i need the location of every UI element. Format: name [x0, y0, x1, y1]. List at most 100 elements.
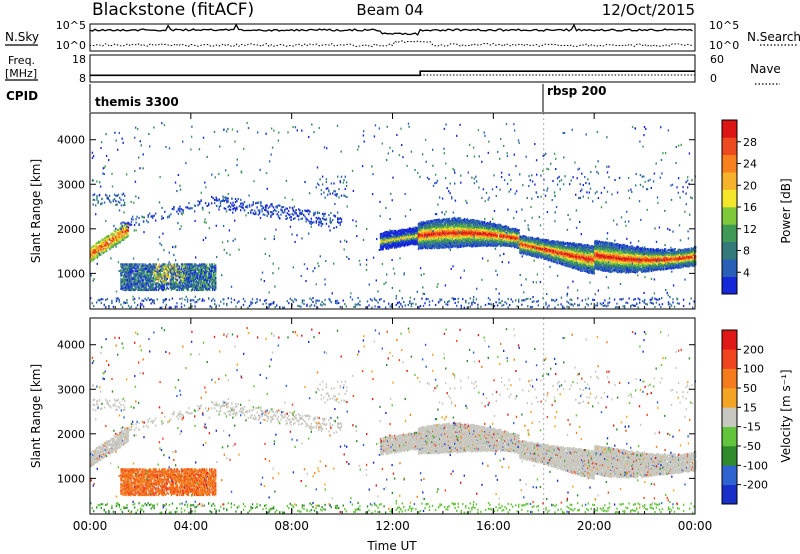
- power-cell-2479: [248, 212, 249, 214]
- power-cell-2904: [392, 230, 393, 232]
- power-cell-115: [101, 244, 102, 246]
- power-cell-2155: [335, 302, 336, 304]
- power-cell-2569: [289, 214, 290, 216]
- power-cell-173: [107, 235, 108, 237]
- power-cell-2124: [294, 298, 295, 300]
- power-cell-2083: [235, 306, 236, 308]
- power-cell-2510: [261, 210, 262, 212]
- power-cell-364: [127, 235, 128, 237]
- power-cell-865: [142, 279, 143, 281]
- power-cell-2020: [151, 302, 152, 304]
- power-cell-2461: [239, 205, 240, 207]
- power-cell-2369: [635, 298, 636, 300]
- power-cell-2075: [223, 303, 224, 305]
- power-cell-80: [98, 250, 99, 252]
- power-cell-2492: [254, 213, 255, 215]
- power-cell-2367: [633, 299, 634, 301]
- power-cell-2268: [495, 301, 496, 303]
- power-cell-2280: [509, 304, 510, 306]
- power-cell-2549: [278, 204, 279, 206]
- power-cell-2395: [668, 303, 669, 305]
- power-cell-412: [115, 195, 116, 197]
- power-cell-2102: [265, 299, 266, 301]
- power-cell-2389: [656, 302, 657, 304]
- power-cell-2638: [319, 221, 320, 223]
- power-cell-2227: [439, 300, 440, 302]
- power-cell-2455: [235, 207, 236, 209]
- power-cell-199: [110, 233, 111, 235]
- power-cell-2716: [346, 185, 347, 187]
- power-cell-399: [106, 195, 107, 197]
- power-cell-403: [109, 199, 110, 201]
- power-cell-2210: [412, 302, 413, 304]
- power-cell-1982: [107, 298, 108, 300]
- power-cell-2088: [244, 300, 245, 302]
- nave-tick-top: 60: [710, 53, 724, 66]
- power-cell-2662: [333, 227, 334, 229]
- power-cell-2225: [438, 301, 439, 303]
- power-cell-2233: [449, 300, 450, 302]
- power-cell-2486: [251, 209, 252, 211]
- power-cell-2193: [396, 304, 397, 306]
- power-cell-2165: [353, 306, 354, 308]
- power-cell-1093: [158, 280, 159, 282]
- power-cell-2316: [566, 301, 567, 303]
- power-cell-2159: [338, 302, 339, 304]
- power-cell-2702: [336, 195, 337, 197]
- power-cell-2678: [317, 183, 318, 185]
- power-cell-2027: [160, 307, 161, 309]
- power-cell-2567: [288, 213, 289, 215]
- power-cell-2304: [548, 305, 549, 307]
- power-cell-2064: [208, 297, 209, 299]
- power-cell-2672: [338, 222, 339, 224]
- power-cell-2689: [326, 188, 327, 190]
- nave-tick-bottom: 0: [710, 72, 717, 85]
- power-cell-2145: [317, 300, 318, 302]
- power-cell-439: [131, 224, 132, 226]
- power-cell-2187: [383, 300, 384, 302]
- power-cell-2671: [338, 218, 339, 220]
- power-cell-2318: [570, 303, 571, 305]
- power-cell-2365: [630, 305, 631, 307]
- power-cell-2015: [143, 300, 144, 302]
- power-cell-2322: [573, 305, 574, 307]
- freq-panel: Freq. [MHz] 18 8 60 0 Nave: [5, 53, 781, 85]
- power-cell-2057: [194, 305, 195, 307]
- power-cell-1970: [92, 302, 93, 304]
- power-cell-2381: [650, 301, 651, 303]
- power-cell-2631: [317, 218, 318, 220]
- power-cell-2703: [337, 176, 338, 178]
- power-cell-2147: [320, 304, 321, 306]
- power-cell-2140: [312, 301, 313, 303]
- power-cell-2645: [322, 217, 323, 219]
- power-cell-476: [173, 208, 174, 210]
- power-cell-1390: [179, 289, 180, 291]
- power-cell-1235: [168, 288, 169, 290]
- power-cell-2056: [194, 301, 195, 303]
- power-cell-2400: [672, 298, 673, 300]
- power-cell-2271: [498, 298, 499, 300]
- power-cell-2516: [264, 209, 265, 211]
- power-cell-506: [205, 202, 206, 204]
- freq-tick-top: 18: [72, 53, 86, 66]
- power-cell-2048: [187, 298, 188, 300]
- power-cell-2378: [644, 301, 645, 303]
- power-cell-2320: [571, 299, 572, 301]
- power-cell-2333: [591, 303, 592, 305]
- power-cell-4962: [492, 239, 493, 241]
- power-cell-2408: [691, 298, 692, 300]
- power-cell-2699: [335, 190, 336, 192]
- power-cell-2361: [625, 302, 626, 304]
- power-cell-466: [161, 215, 162, 217]
- power-cell-2385: [653, 303, 654, 305]
- power-cell-2640: [319, 218, 320, 220]
- power-cell-2299: [538, 300, 539, 302]
- power-cell-2154: [331, 301, 332, 303]
- power-cell-2302: [545, 304, 546, 306]
- power-cell-4525: [471, 225, 472, 227]
- power-cell-2139: [312, 297, 313, 299]
- power-cell-2073: [219, 305, 220, 307]
- power-cell-2021: [151, 298, 152, 300]
